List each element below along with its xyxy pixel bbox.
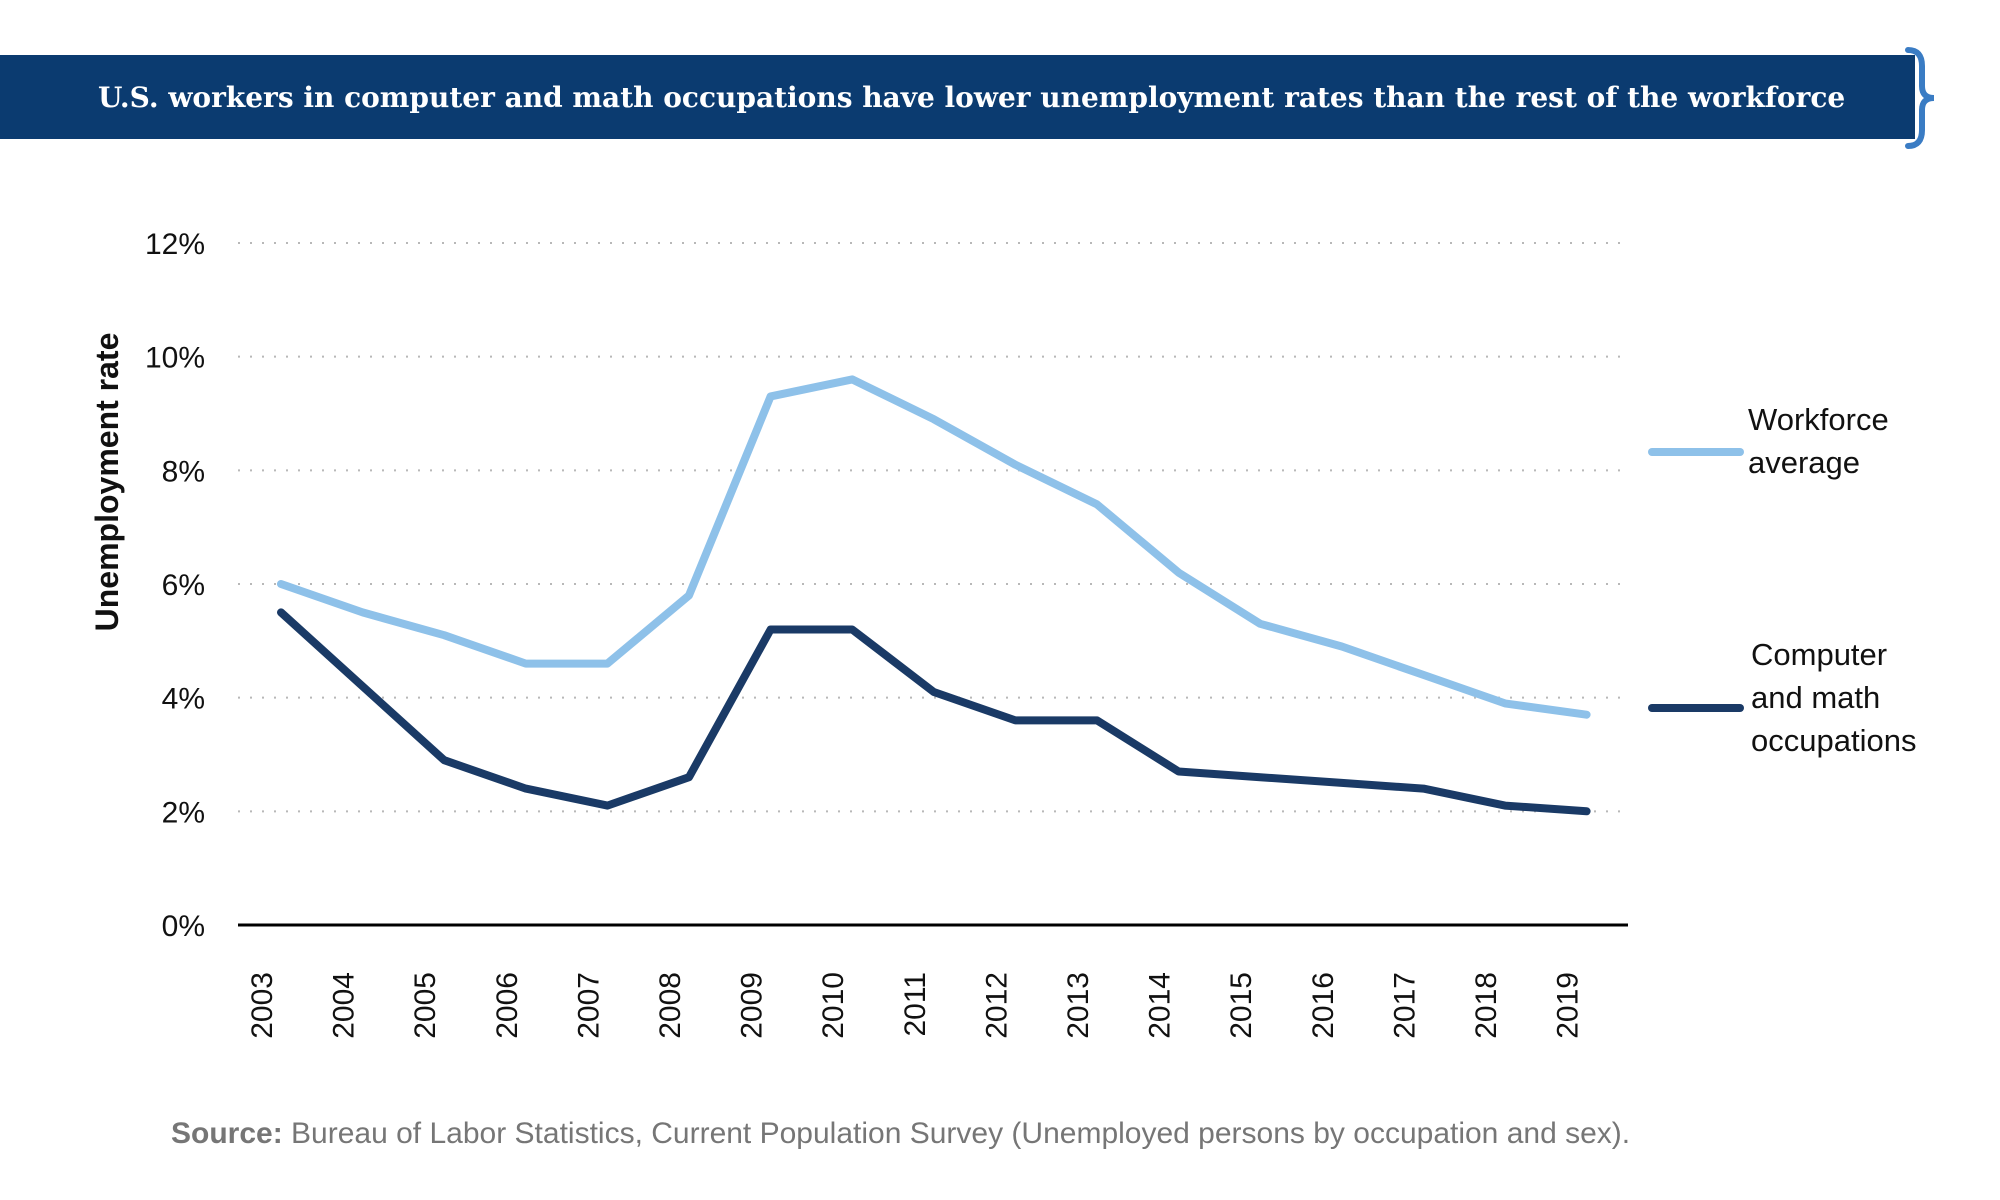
y-tick-label: 8% bbox=[162, 455, 205, 488]
workforce-average-line bbox=[277, 375, 1591, 719]
x-tick-label: 2011 bbox=[899, 972, 932, 1037]
data-point bbox=[1012, 461, 1019, 468]
data-point bbox=[1175, 768, 1182, 775]
data-point bbox=[522, 660, 529, 667]
data-point bbox=[1502, 802, 1508, 809]
data-point bbox=[849, 376, 856, 383]
data-point bbox=[522, 785, 529, 792]
computer-math-line bbox=[277, 608, 1591, 816]
curly-brace-icon bbox=[1905, 47, 1935, 149]
title-banner: U.S. workers in computer and math occupa… bbox=[0, 55, 1915, 139]
x-tick-label: 2015 bbox=[1225, 972, 1258, 1039]
y-tick-label: 0% bbox=[162, 910, 205, 943]
x-tick-label: 2013 bbox=[1062, 972, 1095, 1039]
data-point bbox=[1175, 569, 1182, 576]
data-point bbox=[441, 632, 448, 639]
x-tick-label: 2004 bbox=[328, 972, 361, 1039]
data-point bbox=[767, 626, 774, 633]
data-point bbox=[1012, 717, 1019, 724]
data-point bbox=[604, 660, 611, 667]
data-point bbox=[1420, 785, 1427, 792]
y-tick-label: 6% bbox=[162, 569, 205, 602]
data-point bbox=[767, 393, 774, 400]
x-tick-label: 2008 bbox=[654, 972, 687, 1039]
y-tick-label: 12% bbox=[145, 228, 205, 261]
data-point bbox=[849, 626, 856, 633]
data-point bbox=[1338, 643, 1345, 650]
legend-label: average bbox=[1748, 445, 1860, 480]
data-point bbox=[1257, 774, 1264, 781]
x-tick-label: 2010 bbox=[817, 972, 850, 1039]
data-point bbox=[1502, 700, 1508, 707]
x-tick-label: 2005 bbox=[409, 972, 442, 1039]
legend-label: and math bbox=[1751, 680, 1880, 715]
x-tick-label: 2006 bbox=[491, 972, 524, 1039]
gridlines bbox=[238, 242, 1628, 813]
x-tick-label: 2009 bbox=[736, 972, 769, 1039]
data-point bbox=[359, 683, 366, 690]
y-tick-label: 4% bbox=[162, 683, 205, 716]
source-note: Source: Bureau of Labor Statistics, Curr… bbox=[171, 1117, 1630, 1151]
legend-label: Workforce bbox=[1748, 402, 1889, 437]
data-point bbox=[1583, 808, 1590, 815]
data-point bbox=[1257, 620, 1264, 627]
data-point bbox=[278, 609, 284, 616]
data-point bbox=[686, 592, 692, 599]
x-tick-label: 2018 bbox=[1470, 972, 1503, 1039]
series-lines bbox=[277, 375, 1591, 816]
data-point bbox=[1420, 671, 1427, 678]
data-point bbox=[1338, 779, 1345, 786]
data-point bbox=[930, 688, 937, 695]
legend: Workforce average Computer and math occupati… bbox=[1648, 402, 1916, 758]
x-tick-label: 2014 bbox=[1144, 972, 1177, 1039]
source-text: Bureau of Labor Statistics, Current Popu… bbox=[291, 1117, 1631, 1150]
chart-title: U.S. workers in computer and math occupa… bbox=[98, 80, 1846, 114]
data-point bbox=[686, 774, 692, 781]
x-tick-label: 2012 bbox=[980, 972, 1013, 1039]
x-tick-label: 2019 bbox=[1552, 972, 1585, 1039]
y-tick-label: 10% bbox=[145, 342, 205, 375]
data-point bbox=[1094, 717, 1100, 724]
data-point bbox=[1583, 711, 1590, 718]
y-axis-ticks: 0% 2% 4% 6% 8% 10% 12% bbox=[145, 228, 205, 943]
data-point bbox=[441, 757, 448, 764]
data-point bbox=[604, 802, 611, 809]
x-tick-label: 2003 bbox=[246, 972, 279, 1039]
data-point bbox=[359, 609, 366, 616]
data-point bbox=[930, 416, 937, 423]
source-label: Source: bbox=[171, 1117, 283, 1150]
x-tick-label: 2017 bbox=[1388, 972, 1421, 1039]
x-axis-ticks: 2003 2004 2005 2006 2007 2008 2009 2010 2011 2012… bbox=[246, 972, 1585, 1039]
y-axis-label: Unemployment rate bbox=[89, 333, 125, 632]
x-tick-label: 2016 bbox=[1307, 972, 1340, 1039]
legend-label: occupations bbox=[1751, 723, 1916, 758]
legend-label: Computer bbox=[1751, 637, 1887, 672]
data-point bbox=[278, 581, 284, 587]
data-point bbox=[1094, 501, 1100, 508]
x-tick-label: 2007 bbox=[572, 972, 605, 1039]
y-tick-label: 2% bbox=[162, 796, 205, 829]
